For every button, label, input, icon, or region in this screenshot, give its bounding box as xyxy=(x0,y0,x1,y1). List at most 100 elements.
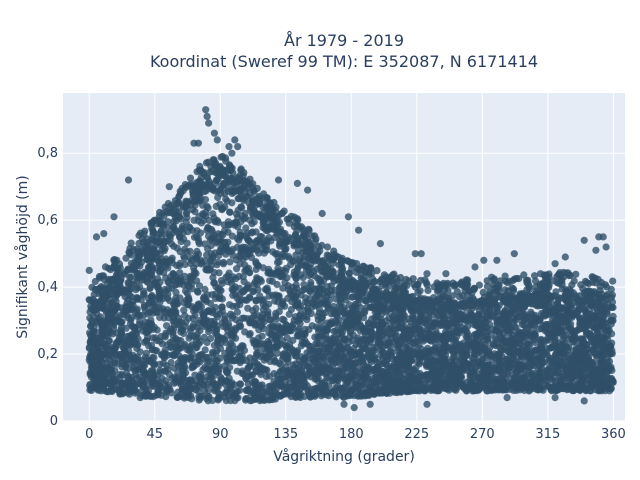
scatter-point xyxy=(481,323,489,331)
scatter-point xyxy=(149,369,157,377)
scatter-point xyxy=(385,384,394,393)
scatter-point xyxy=(128,376,136,385)
scatter-point xyxy=(354,334,362,342)
scatter-point xyxy=(174,393,182,401)
scatter-point xyxy=(258,245,266,253)
scatter-point xyxy=(372,381,380,389)
scatter-point xyxy=(182,318,190,326)
scatter-point xyxy=(209,378,217,386)
scatter-point xyxy=(243,229,251,237)
scatter-point xyxy=(574,326,582,334)
scatter-point xyxy=(489,368,497,377)
scatter-point xyxy=(156,313,164,322)
scatter-point xyxy=(544,329,552,337)
scatter-point xyxy=(500,337,508,345)
scatter-point xyxy=(385,338,393,346)
scatter-point xyxy=(289,336,297,344)
scatter-point xyxy=(283,334,291,342)
scatter-point xyxy=(197,373,205,381)
scatter-point xyxy=(301,298,310,306)
scatter-point xyxy=(590,349,598,357)
scatter-point xyxy=(95,339,103,347)
scatter-point xyxy=(204,224,212,232)
scatter-point xyxy=(546,303,554,311)
scatter-point xyxy=(541,371,549,380)
scatter-point xyxy=(257,277,265,285)
scatter-point xyxy=(499,386,507,394)
scatter-point xyxy=(136,317,144,326)
scatter-point xyxy=(258,332,266,340)
scatter-point xyxy=(194,217,202,225)
scatter-point xyxy=(258,322,266,330)
scatter-point xyxy=(352,316,360,324)
scatter-point xyxy=(208,234,216,242)
scatter-point xyxy=(318,380,326,388)
scatter-point xyxy=(242,396,250,404)
scatter-point xyxy=(573,309,581,317)
scatter-point xyxy=(162,255,170,263)
scatter-point xyxy=(268,270,277,278)
scatter-point xyxy=(279,382,287,390)
scatter-point xyxy=(394,321,402,330)
scatter-point xyxy=(423,358,431,366)
scatter-point xyxy=(289,283,297,291)
scatter-point xyxy=(551,338,559,346)
scatter-point xyxy=(241,261,249,269)
scatter-point xyxy=(196,316,204,324)
scatter-point xyxy=(251,338,259,346)
scatter-point xyxy=(207,250,215,258)
scatter-points xyxy=(85,106,617,412)
scatter-point xyxy=(250,312,258,320)
scatter-point xyxy=(162,262,170,270)
scatter-point xyxy=(313,291,321,299)
scatter-point xyxy=(134,335,142,343)
scatter-point xyxy=(354,392,362,400)
scatter-point xyxy=(90,323,98,331)
scatter-point xyxy=(224,368,232,376)
scatter-point xyxy=(493,316,501,325)
scatter-point xyxy=(322,297,330,305)
scatter-point xyxy=(318,286,326,294)
scatter-point xyxy=(211,217,220,225)
scatter-point xyxy=(567,327,576,336)
scatter-point xyxy=(314,347,323,355)
scatter-point xyxy=(246,360,254,368)
scatter-point xyxy=(167,358,175,367)
scatter-point xyxy=(307,270,315,278)
scatter-point xyxy=(285,310,293,318)
scatter-point xyxy=(401,381,409,389)
scatter-point xyxy=(227,247,235,255)
scatter-point xyxy=(107,328,115,336)
scatter-point xyxy=(233,308,241,316)
scatter-point xyxy=(107,363,116,371)
scatter-point xyxy=(526,360,535,368)
scatter-point xyxy=(448,360,456,369)
scatter-point xyxy=(189,323,197,331)
scatter-point xyxy=(251,395,260,403)
scatter-point xyxy=(605,326,613,334)
scatter-point xyxy=(177,238,185,246)
scatter-point xyxy=(180,370,188,378)
scatter-point xyxy=(152,249,160,258)
scatter-point xyxy=(252,265,260,273)
scatter-point xyxy=(307,373,315,381)
scatter-point xyxy=(266,316,274,324)
scatter-point xyxy=(199,366,207,374)
scatter-point xyxy=(221,227,229,235)
scatter-point xyxy=(218,303,226,311)
scatter-point xyxy=(569,338,577,346)
scatter-point xyxy=(201,285,209,293)
scatter-point xyxy=(181,245,189,253)
scatter-point xyxy=(415,360,424,368)
scatter-point xyxy=(297,376,305,384)
scatter-point xyxy=(500,322,508,330)
scatter-point xyxy=(459,352,467,360)
scatter-point xyxy=(197,303,205,311)
scatter-point xyxy=(396,372,404,380)
scatter-point xyxy=(330,302,338,311)
scatter-point xyxy=(265,292,273,300)
scatter-point xyxy=(367,367,375,375)
scatter-point xyxy=(301,337,309,345)
scatter-point xyxy=(181,312,189,320)
scatter-point xyxy=(591,358,599,366)
